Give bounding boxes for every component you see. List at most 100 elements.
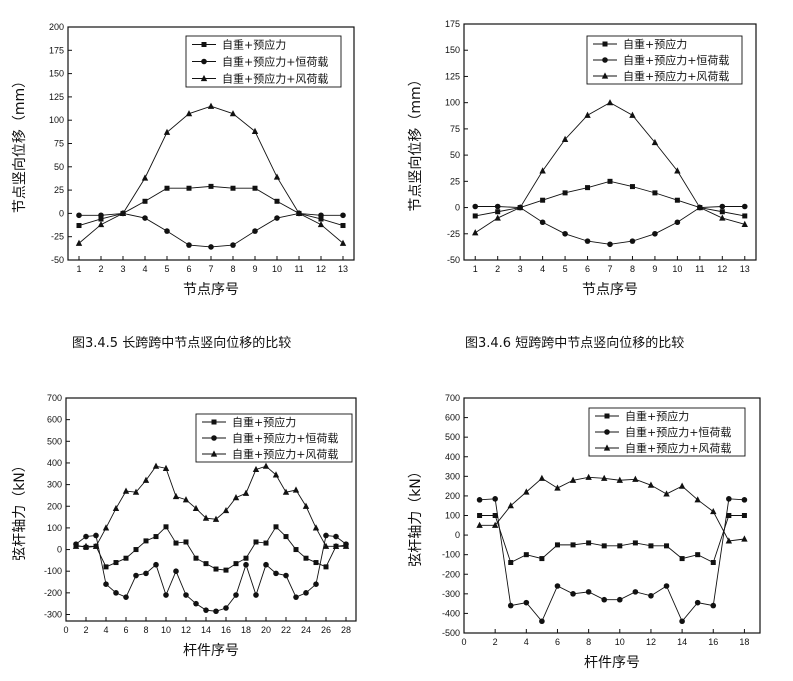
x-tick-label: 0 (461, 637, 466, 647)
x-tick-label: 9 (252, 264, 257, 274)
data-point (507, 602, 514, 609)
data-point (539, 618, 545, 625)
data-point (222, 506, 230, 514)
data-point (674, 219, 681, 226)
data-point (679, 556, 685, 562)
data-point (263, 561, 269, 568)
x-tick-label: 7 (607, 264, 612, 274)
x-tick-label: 7 (208, 264, 213, 274)
y-tick-label: -300 (442, 589, 460, 599)
data-point (584, 238, 591, 244)
data-point (152, 462, 160, 469)
data-point (273, 524, 279, 530)
data-point (741, 203, 748, 210)
x-tick-label: 12 (717, 264, 727, 274)
x-tick-label: 2 (98, 264, 103, 274)
data-point (243, 555, 249, 561)
legend-label: 自重+预应力 (623, 37, 687, 51)
data-point (203, 607, 209, 613)
y-tick-label: -50 (447, 255, 460, 265)
y-tick-label: 125 (49, 92, 64, 102)
y-tick-label: 150 (49, 69, 64, 79)
chart-short-span-displacement: -50 -25 0 25 50 75 100 125 150 175 1 2 3 4 5 6 7 8 9 10 11 12… (396, 0, 793, 305)
data-point (741, 220, 748, 227)
data-point (252, 185, 258, 191)
x-tick-label: 4 (103, 625, 108, 635)
data-point (694, 496, 701, 503)
series-line (479, 515, 745, 564)
x-tick-label: 4 (524, 637, 529, 647)
data-point (242, 489, 250, 496)
data-point (648, 543, 654, 549)
series-line (479, 498, 745, 623)
data-point (283, 572, 289, 579)
data-point (252, 465, 260, 473)
data-point (601, 543, 607, 549)
data-point (223, 567, 229, 573)
data-point (141, 174, 149, 181)
x-tick-label: 10 (672, 264, 682, 274)
data-point (123, 555, 129, 561)
data-point (213, 566, 219, 572)
data-point (585, 185, 591, 191)
data-point (710, 602, 717, 609)
data-point (153, 534, 159, 540)
data-point (173, 568, 179, 575)
data-point (164, 228, 170, 234)
data-point (230, 242, 236, 248)
data-point (119, 209, 127, 216)
data-point (251, 127, 259, 134)
x-tick-label: 18 (739, 637, 749, 647)
x-tick-label: 5 (164, 264, 169, 274)
data-point (143, 538, 149, 544)
data-point (476, 497, 483, 503)
legend-label: 自重+预应力+风荷载 (232, 447, 338, 461)
data-point (253, 539, 259, 545)
data-point (562, 230, 568, 237)
data-point (539, 167, 546, 174)
data-point (76, 223, 82, 229)
data-point (103, 581, 109, 587)
x-tick-label: 5 (563, 264, 568, 274)
data-point (696, 203, 704, 211)
data-point (143, 570, 149, 577)
data-point (725, 537, 733, 544)
data-point (172, 492, 180, 500)
y-tick-label: -50 (51, 255, 64, 265)
data-point (554, 484, 561, 491)
data-point (629, 111, 636, 118)
y-tick-label: 0 (455, 203, 460, 213)
legend-label: 自重+预应力+恒荷载 (623, 53, 729, 67)
data-point (340, 223, 346, 229)
series-line (78, 105, 344, 244)
data-point (523, 599, 530, 606)
data-point (516, 203, 524, 211)
x-tick-label: 11 (294, 264, 303, 274)
y-tick-label: -200 (442, 569, 460, 579)
data-point (193, 600, 199, 607)
data-point (538, 474, 546, 481)
x-tick-label: 8 (630, 264, 635, 274)
chart-long-span-displacement: -50 -25 0 25 50 75 100 125 150 175 200 1 2 3 4 5 6 7 8 9 10 1… (0, 0, 396, 305)
legend-marker (211, 435, 217, 441)
data-point (193, 555, 199, 561)
data-point (607, 178, 613, 184)
y-tick-label: 0 (455, 530, 460, 540)
data-point (182, 496, 190, 503)
legend-label: 自重+预应力 (232, 415, 296, 429)
data-point (674, 167, 681, 174)
series-2 (73, 532, 349, 615)
data-point (333, 533, 339, 540)
data-point (632, 589, 639, 595)
data-point (554, 583, 561, 589)
x-tick-label: 2 (83, 625, 88, 635)
data-point (183, 592, 189, 598)
y-tick-label: 100 (49, 115, 64, 125)
x-tick-label: 8 (143, 625, 148, 635)
data-point (607, 241, 613, 248)
data-point (292, 486, 300, 493)
data-point (561, 135, 569, 142)
data-point (586, 540, 592, 546)
